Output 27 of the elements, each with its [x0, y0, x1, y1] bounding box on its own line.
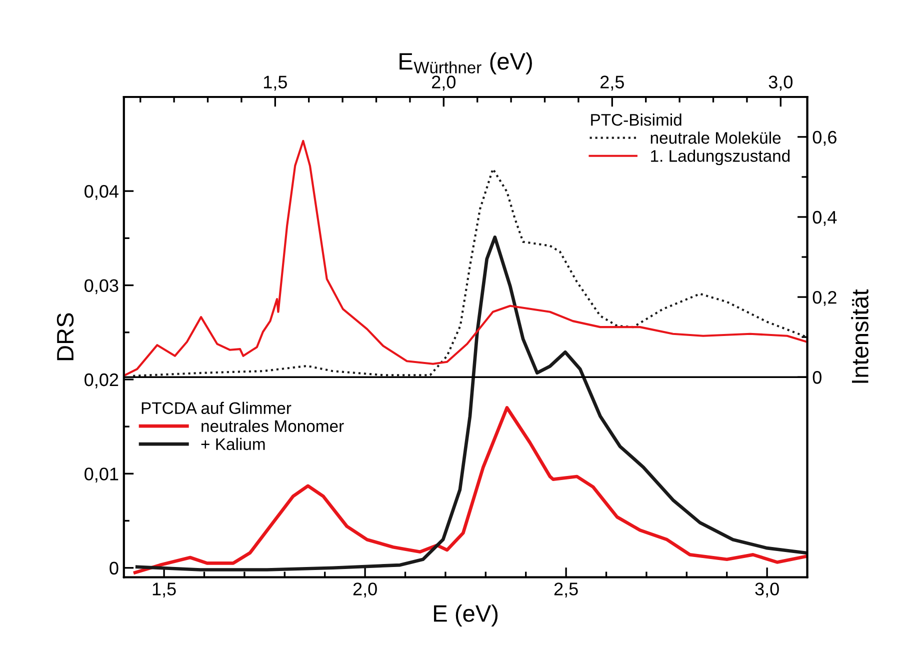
y-tick-label: 0,01 — [84, 468, 118, 483]
x2-tick-label: 1,5 — [264, 76, 287, 91]
x2-tick-label: 2,0 — [432, 76, 456, 91]
y-tick-label: 0,02 — [84, 373, 118, 388]
legend-label: neutrale Moleküle — [650, 132, 781, 144]
y2-tick-label: 0 — [812, 371, 822, 384]
x-axis-title: E (eV) — [434, 604, 498, 627]
y-axis-title: DRS — [56, 313, 74, 360]
y2-tick-label: 0,4 — [812, 210, 837, 226]
y2-tick-label: 0,2 — [812, 290, 836, 306]
x2-tick-label: 2,5 — [600, 76, 624, 91]
y2-axis-title: Intensität — [851, 289, 868, 383]
y2-tick-label: 0,6 — [812, 130, 836, 146]
y-tick-label: 0,03 — [84, 279, 118, 294]
legend-label: neutrales Monomer — [202, 420, 344, 432]
text: PTC-Bisimid — [591, 114, 682, 126]
legend-label: 1. Ladungszustand — [651, 150, 790, 166]
x-tick-label: 2,5 — [554, 582, 578, 598]
x2-axis-title: E$_{Würthner}$ (eV) — [400, 52, 532, 74]
x-tick-label: 1,5 — [152, 582, 176, 598]
legend-label: + Kalium — [201, 438, 265, 450]
y-tick-label: 0 — [110, 562, 118, 575]
y-tick-label: 0,04 — [84, 185, 118, 200]
x-tick-label: 2,0 — [353, 582, 377, 598]
text: PTCDA auf Glimmer — [142, 402, 292, 414]
x-tick-label: 3,0 — [755, 582, 779, 598]
x2-tick-label: 3,0 — [768, 76, 792, 91]
